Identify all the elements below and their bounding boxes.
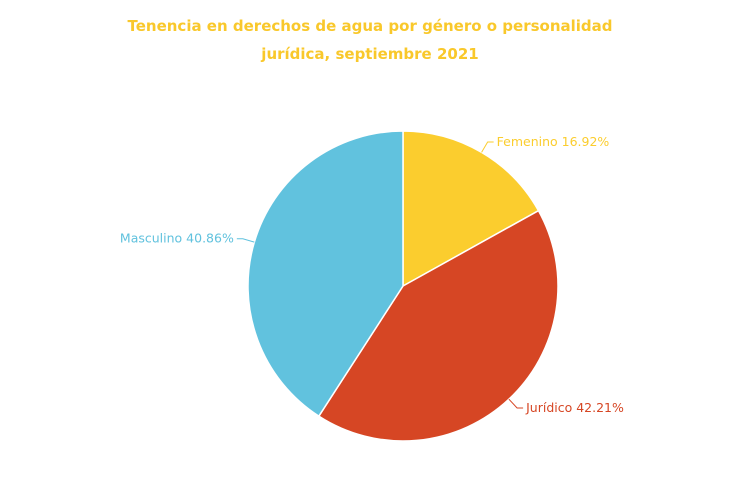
chart-title-line-2: jurídica, septiembre 2021 [261,45,479,63]
pie-slices [247,130,559,442]
label-connectors [236,141,524,409]
pie-slice-femenino [402,130,540,287]
chart-title-line-1: Tenencia en derechos de agua por género … [127,17,613,35]
slice-label-femenino: Femenino 16.92% [497,134,610,149]
slice-labels: Femenino 16.92% Jurídico 42.21% Masculino … [120,134,624,415]
connector-femenino [481,141,494,153]
connector-masculino [236,238,255,243]
slice-label-masculino: Masculino 40.86% [120,231,234,246]
pie-slice-masculino [247,130,404,417]
connector-juridico [508,398,524,409]
chart-title: Tenencia en derechos de agua por género … [0,12,740,68]
slice-label-juridico: Jurídico 42.21% [525,400,624,415]
pie-slice-juridico [318,209,559,442]
